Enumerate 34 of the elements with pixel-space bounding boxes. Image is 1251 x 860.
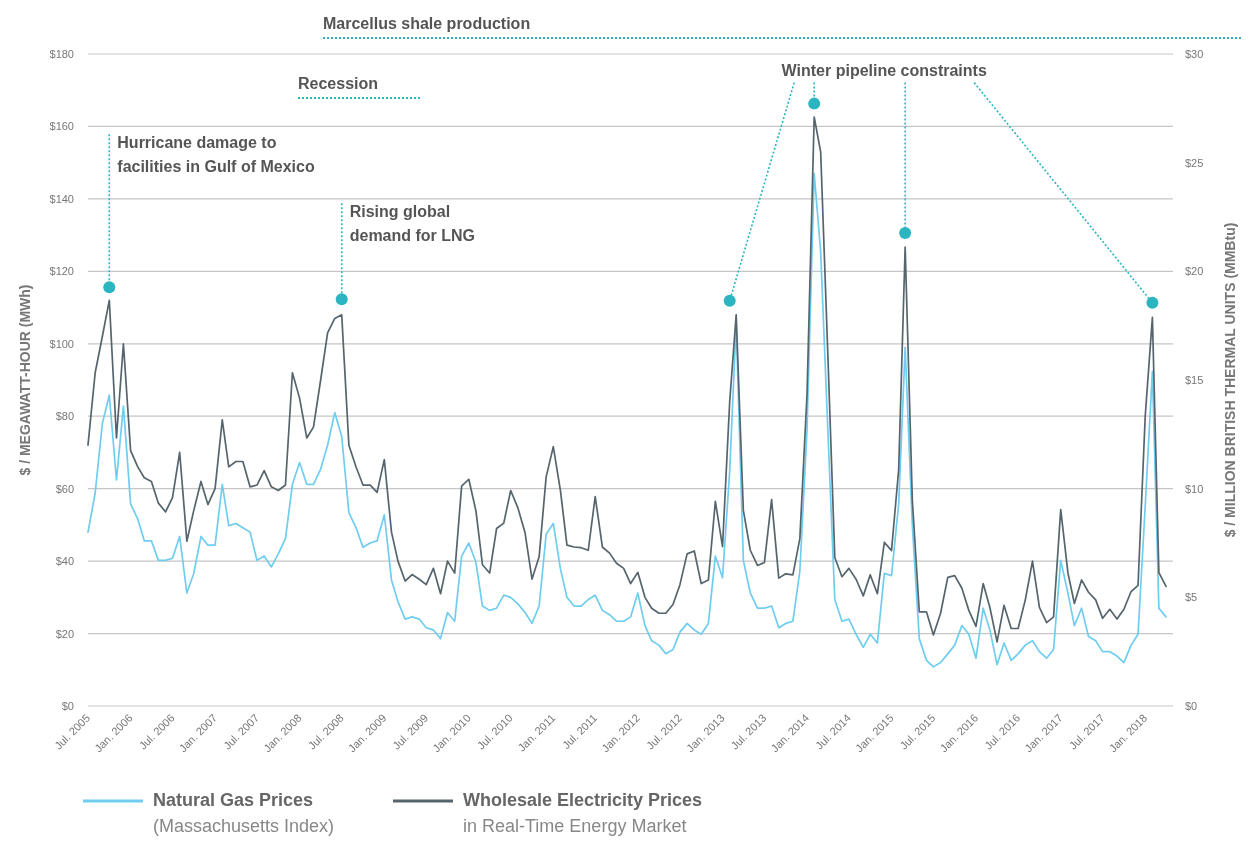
point — [723, 294, 736, 307]
point — [1146, 296, 1159, 309]
legend-label: Natural Gas Prices — [153, 790, 314, 810]
y-tick-label: $60 — [55, 482, 74, 495]
y-tick-label: $140 — [49, 192, 74, 205]
y2-tick-label: $25 — [1185, 156, 1204, 169]
y2-tick-label: $0 — [1185, 700, 1198, 712]
point — [899, 226, 912, 239]
annotation: Recession — [298, 75, 379, 92]
y-tick-label: $80 — [55, 410, 74, 423]
annotation: Winter pipeline constraints — [781, 61, 987, 79]
text: Marcellus shale production — [323, 15, 531, 32]
text: (Massachusetts Index) — [153, 816, 335, 836]
point — [335, 293, 348, 306]
y-tick-label: $100 — [49, 337, 74, 350]
y2-tick-label: $5 — [1185, 591, 1198, 604]
y-axis-title: $ / MEGAWATT-HOUR (MWh) — [17, 284, 33, 476]
y2-tick-label: $10 — [1185, 482, 1204, 495]
y-tick-label: $160 — [49, 120, 74, 133]
annotation: Hurricane damage to facilities in Gulf of Mexico — [117, 134, 315, 176]
point — [103, 281, 116, 294]
legend-label: Wholesale Electricity Prices — [463, 790, 703, 810]
y-tick-label: $180 — [49, 48, 74, 60]
y-tick-label: $0 — [61, 700, 74, 712]
y2-tick-label: $30 — [1185, 48, 1204, 60]
y-tick-label: $40 — [55, 555, 74, 568]
y2-tick-label: $20 — [1185, 265, 1204, 278]
point — [808, 97, 821, 110]
y2-axis-title: $ / MILLION BRITISH THERMAL UNITS (MMBtu) — [1222, 222, 1238, 538]
y2-tick-label: $15 — [1185, 374, 1204, 386]
annotation: Rising global demand for LNG — [349, 203, 476, 245]
text: in Real-Time Energy Market — [463, 816, 687, 836]
y-tick-label: $20 — [55, 627, 74, 640]
y-tick-label: $120 — [49, 265, 74, 278]
